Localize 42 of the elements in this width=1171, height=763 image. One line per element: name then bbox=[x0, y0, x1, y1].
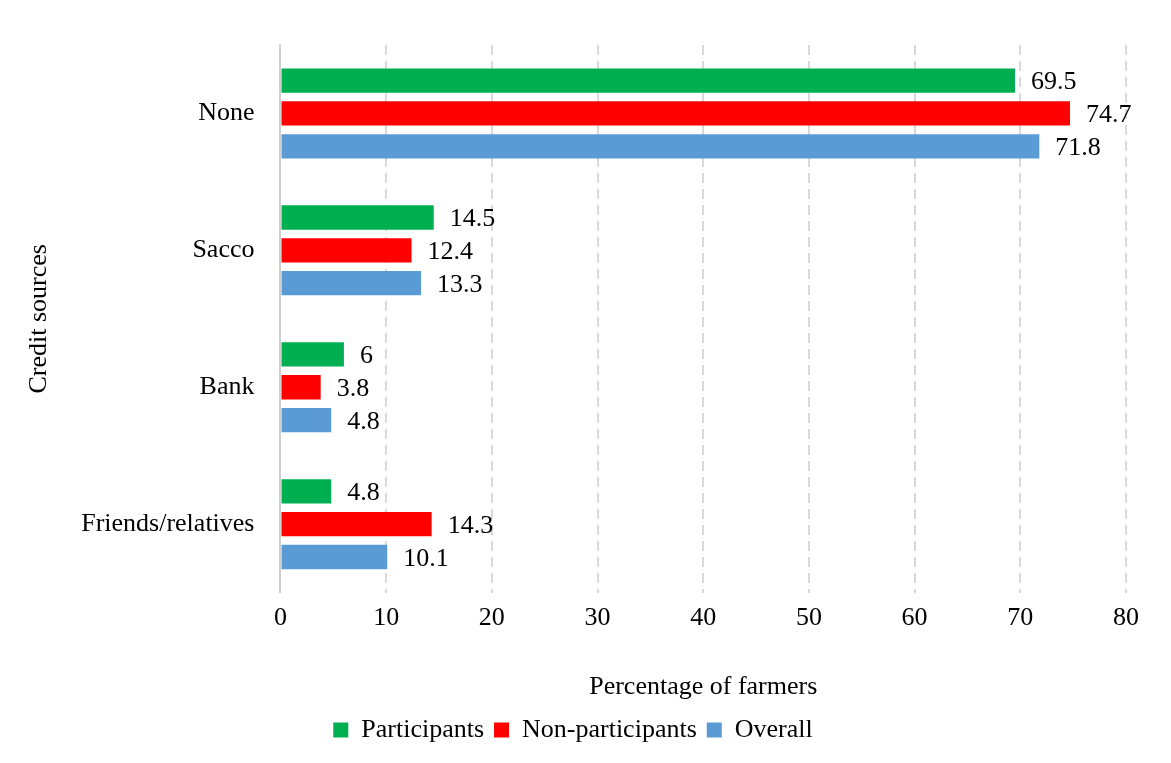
bar bbox=[281, 407, 332, 433]
data-label: 4.8 bbox=[347, 477, 380, 507]
x-tick-label: 10 bbox=[373, 602, 400, 632]
data-label: 4.8 bbox=[347, 405, 380, 435]
x-tick-label: 0 bbox=[273, 602, 287, 632]
data-label: 12.4 bbox=[427, 236, 474, 266]
x-tick-label: 40 bbox=[690, 602, 717, 632]
y-tick-label: Sacco bbox=[192, 234, 255, 264]
legend-label: Non-participants bbox=[522, 713, 697, 743]
bar bbox=[281, 511, 432, 537]
y-tick-label: None bbox=[198, 97, 255, 127]
bar bbox=[281, 479, 332, 504]
data-label: 13.3 bbox=[437, 269, 483, 299]
x-axis-title: Percentage of farmers bbox=[589, 671, 818, 701]
y-axis-title: Credit sources bbox=[23, 244, 53, 394]
bar bbox=[281, 544, 388, 570]
x-tick-label: 60 bbox=[901, 602, 928, 632]
x-tick-label: 70 bbox=[1007, 602, 1034, 632]
y-tick-label: Bank bbox=[199, 371, 255, 401]
bar bbox=[281, 205, 434, 230]
data-label: 14.5 bbox=[449, 203, 496, 233]
data-label: 71.8 bbox=[1055, 132, 1101, 162]
data-label: 14.3 bbox=[447, 509, 494, 539]
data-label: 10.1 bbox=[403, 542, 449, 572]
data-label: 74.7 bbox=[1085, 99, 1132, 129]
x-tick-label: 80 bbox=[1113, 602, 1139, 632]
bar bbox=[281, 271, 422, 296]
bar bbox=[281, 101, 1070, 126]
data-label: 69.5 bbox=[1031, 66, 1077, 96]
x-tick-label: 30 bbox=[584, 602, 611, 632]
x-tick-label: 20 bbox=[478, 602, 505, 632]
legend-label: Overall bbox=[734, 713, 813, 743]
data-label: 6 bbox=[359, 340, 373, 370]
data-label: 3.8 bbox=[336, 373, 370, 403]
y-tick-label: Friends/relatives bbox=[81, 507, 255, 537]
bar bbox=[281, 238, 412, 263]
legend-label: Participants bbox=[361, 713, 485, 743]
bar bbox=[281, 134, 1040, 159]
bar bbox=[281, 375, 321, 400]
x-tick-label: 50 bbox=[795, 602, 822, 632]
bar bbox=[281, 68, 1016, 93]
bar bbox=[281, 342, 344, 367]
